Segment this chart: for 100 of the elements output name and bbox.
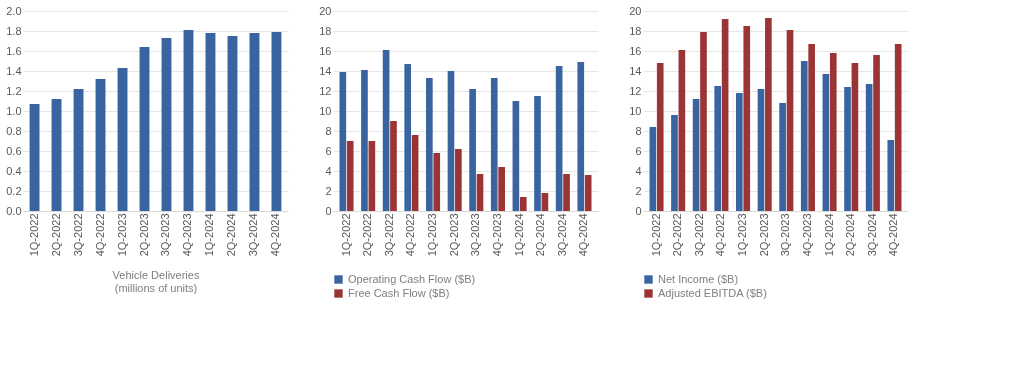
x-tick-label: 4Q-2024 (269, 213, 282, 257)
bar (390, 121, 397, 211)
y-tick-label: 0.4 (6, 164, 22, 177)
y-tick-label: 1.2 (6, 84, 22, 97)
legend-label: Operating Cash Flow ($B) (348, 272, 476, 285)
bar (577, 62, 585, 211)
y-tick-label: 0.2 (6, 184, 22, 197)
x-tick-label: 4Q-2024 (887, 213, 900, 257)
bar (743, 26, 751, 211)
x-tick-label: 3Q-2024 (555, 213, 568, 257)
y-tick-label: 16 (629, 44, 642, 57)
x-tick-label: 1Q-2022 (27, 213, 40, 257)
x-tick-label: 1Q-2022 (649, 213, 662, 257)
x-tick-label: 2Q-2022 (49, 213, 62, 257)
x-tick-label: 3Q-2022 (382, 213, 395, 257)
y-tick-label: 14 (629, 64, 642, 77)
x-tick-label: 4Q-2022 (714, 213, 727, 257)
bar (29, 104, 40, 211)
y-tick-label: 0 (635, 204, 642, 217)
bar (271, 32, 282, 211)
y-tick-label: 6 (635, 144, 642, 157)
bar (671, 115, 678, 211)
bar (534, 96, 541, 211)
x-tick-label: 4Q-2023 (800, 213, 813, 257)
x-tick-label: 4Q-2022 (404, 213, 417, 257)
x-tick-label: 2Q-2024 (225, 213, 238, 257)
x-tick-label: 2Q-2024 (534, 213, 547, 257)
bar (555, 66, 563, 211)
bar (227, 36, 238, 211)
bar (541, 193, 549, 211)
bar (736, 93, 743, 211)
bar (808, 44, 815, 211)
bar (894, 44, 902, 211)
y-tick-label: 2 (325, 184, 332, 197)
x-tick-label: 3Q-2024 (865, 213, 878, 257)
y-tick-label: 0.8 (6, 124, 22, 137)
x-tick-label: 1Q-2023 (426, 213, 439, 257)
y-tick-label: 0.0 (6, 204, 22, 217)
bar (382, 50, 390, 211)
bar (95, 79, 106, 211)
y-tick-label: 0.6 (6, 144, 22, 157)
y-tick-label: 1.4 (6, 64, 22, 77)
bar (117, 68, 128, 211)
bar (692, 99, 700, 211)
bar (649, 127, 657, 211)
bar (851, 63, 859, 211)
legend-label: Free Cash Flow ($B) (348, 286, 450, 299)
x-tick-label: 4Q-2023 (490, 213, 503, 257)
bar (346, 141, 354, 211)
x-tick-label: 1Q-2023 (115, 213, 128, 257)
bar (800, 61, 808, 211)
x-tick-label: 3Q-2023 (469, 213, 482, 257)
x-tick-label: 2Q-2023 (757, 213, 770, 257)
bar (490, 78, 498, 211)
bar (433, 153, 441, 211)
y-tick-label: 14 (319, 64, 332, 77)
bar (361, 70, 368, 211)
bar (656, 63, 664, 211)
x-tick-label: 4Q-2022 (93, 213, 106, 257)
x-tick-label: 1Q-2024 (203, 213, 216, 257)
x-tick-label: 2Q-2024 (844, 213, 857, 257)
bar (404, 64, 412, 211)
bar (865, 84, 873, 211)
y-tick-label: 20 (319, 4, 332, 17)
y-tick-label: 12 (319, 84, 332, 97)
bar (411, 135, 419, 211)
bar (339, 72, 347, 211)
y-tick-label: 8 (325, 124, 332, 137)
x-tick-label: 3Q-2022 (692, 213, 705, 257)
y-tick-label: 4 (635, 164, 642, 177)
x-tick-label: 4Q-2023 (181, 213, 194, 257)
bar (822, 74, 830, 211)
bar (678, 50, 686, 211)
bar (563, 174, 570, 211)
y-tick-label: 18 (319, 24, 332, 37)
bar (249, 33, 260, 211)
bar (844, 87, 851, 211)
x-tick-label: 3Q-2024 (247, 213, 260, 257)
y-tick-label: 4 (325, 164, 332, 177)
bar (368, 141, 376, 211)
y-tick-label: 1.0 (6, 104, 22, 117)
y-tick-label: 8 (635, 124, 642, 137)
y-tick-label: 10 (629, 104, 642, 117)
bar (161, 38, 172, 211)
bar (873, 55, 880, 211)
y-tick-label: 1.6 (6, 44, 22, 57)
bar (829, 53, 837, 211)
bar (73, 89, 84, 211)
bar (887, 140, 895, 211)
y-tick-label: 18 (629, 24, 642, 37)
y-tick-label: 2.0 (6, 4, 22, 17)
y-tick-label: 16 (319, 44, 332, 57)
legend-label: Adjusted EBITDA ($B) (658, 286, 767, 299)
bar (584, 175, 592, 211)
x-tick-label: 2Q-2022 (361, 213, 374, 257)
bar (498, 167, 505, 211)
x-tick-label: 1Q-2024 (512, 213, 525, 257)
x-tick-label: 2Q-2023 (447, 213, 460, 257)
x-tick-label: 1Q-2023 (736, 213, 749, 257)
x-axis-title: Vehicle Deliveries (millions of units) (112, 269, 200, 295)
